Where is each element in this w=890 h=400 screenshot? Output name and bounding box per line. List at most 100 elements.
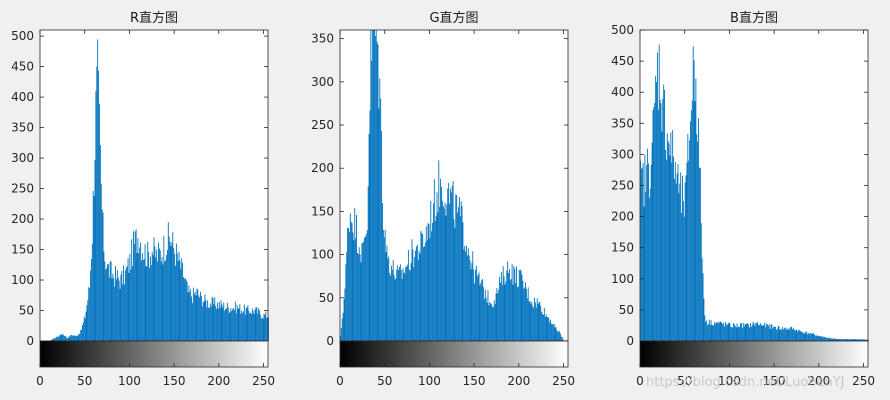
histogram-bar <box>361 243 363 341</box>
histogram-bar <box>364 237 366 341</box>
histogram-bar <box>668 143 670 341</box>
histogram-bar <box>261 317 263 341</box>
histogram-bar <box>686 162 688 341</box>
histogram-bar <box>859 339 860 341</box>
histogram-bar <box>84 318 86 341</box>
histogram-bar <box>397 265 399 341</box>
y-tick-label: 200 <box>11 212 34 226</box>
histogram-bar <box>698 118 700 341</box>
histogram-bar <box>356 214 357 341</box>
y-tick-label: 350 <box>311 32 334 46</box>
histogram-bar <box>792 329 793 341</box>
histogram-bar <box>443 208 445 341</box>
histogram-bar <box>346 252 348 341</box>
histogram-bar <box>72 335 74 341</box>
histogram-bar <box>373 30 375 341</box>
histogram-bar <box>868 339 869 341</box>
histogram-bar <box>453 219 455 341</box>
histogram-bar <box>654 102 656 341</box>
histogram-bar <box>724 321 726 341</box>
histogram-bar <box>474 283 476 341</box>
histogram-bar <box>507 261 509 341</box>
histogram-bar <box>701 258 703 341</box>
histogram-bar <box>860 339 862 341</box>
x-tick-label: 100 <box>718 374 741 388</box>
histogram-bar <box>783 329 784 341</box>
histogram-bar <box>357 254 359 341</box>
chart-b-histogram: 0 50 100 150 200 250 300 350 400 450 500 0 50 100 150 2… <box>611 10 875 388</box>
histogram-bar <box>147 241 149 341</box>
histogram-bar <box>163 235 165 341</box>
histogram-bar <box>512 284 514 341</box>
histogram-bar <box>188 285 190 341</box>
histogram-bar <box>559 331 560 341</box>
histogram-bar <box>500 271 502 341</box>
histogram-bar <box>102 212 104 341</box>
histogram-bar <box>68 336 70 341</box>
histogram-bar <box>797 332 799 341</box>
histogram-bar <box>535 307 537 341</box>
histogram-bar <box>141 260 142 341</box>
histogram-bar <box>386 245 388 341</box>
histogram-bar <box>695 78 697 341</box>
histogram-bar <box>556 330 558 341</box>
histogram-bar <box>806 331 808 341</box>
histogram-bar <box>115 266 116 341</box>
histogram-bar <box>449 203 450 341</box>
histogram-bar <box>770 324 772 341</box>
histogram-bar <box>804 333 806 341</box>
histogram-bar <box>220 300 222 341</box>
histogram-bar <box>457 212 459 341</box>
histogram-bar <box>510 278 512 341</box>
histogram-bar <box>81 329 83 341</box>
histogram-bar <box>97 39 99 341</box>
histogram-bar <box>744 323 746 341</box>
histogram-bar <box>712 325 714 341</box>
histogram-bar <box>818 336 820 341</box>
histogram-bar <box>690 121 691 341</box>
histogram-bar <box>432 222 433 341</box>
histogram-bar <box>681 212 683 341</box>
y-tick-label: 250 <box>311 118 334 132</box>
histogram-bar <box>551 323 552 341</box>
histogram-bar <box>757 322 759 341</box>
histogram-bar <box>65 337 67 341</box>
y-tick-label: 450 <box>11 60 34 74</box>
histogram-bar <box>784 327 786 341</box>
histogram-bar <box>509 280 511 341</box>
histogram-bar <box>699 167 701 341</box>
histogram-bar <box>193 293 195 341</box>
histogram-bar <box>114 286 116 341</box>
histogram-bar <box>214 297 216 341</box>
histogram-bar <box>531 302 533 341</box>
histogram-bar <box>225 309 226 341</box>
histogram-bar <box>672 130 674 341</box>
histogram-bar <box>252 311 254 341</box>
histogram-bar <box>697 141 699 341</box>
histogram-bar <box>646 165 648 341</box>
histogram-bar <box>66 338 68 341</box>
histogram-bar <box>177 260 179 341</box>
histogram-bar <box>347 228 349 341</box>
histogram-bar <box>652 110 654 341</box>
histogram-bar <box>70 334 72 341</box>
histogram-bar <box>658 44 660 342</box>
histogram-bar <box>174 253 176 341</box>
histogram-bar <box>162 264 164 341</box>
histogram-bar <box>756 323 758 341</box>
histogram-bar <box>533 307 535 341</box>
histogram-bar <box>667 140 669 341</box>
histogram-bar <box>64 336 66 341</box>
histogram-bar <box>479 285 481 341</box>
histogram-bar <box>76 336 78 341</box>
histogram-bar <box>819 336 821 341</box>
histogram-bar <box>720 321 722 341</box>
x-tick-label: 250 <box>552 374 575 388</box>
histogram-bar <box>161 256 163 341</box>
histogram-bar <box>805 331 807 341</box>
histogram-bar <box>749 327 750 341</box>
histogram-bar <box>405 266 407 341</box>
histogram-bar <box>135 229 137 341</box>
histogram-bar <box>461 206 463 341</box>
histogram-bar <box>755 322 757 341</box>
